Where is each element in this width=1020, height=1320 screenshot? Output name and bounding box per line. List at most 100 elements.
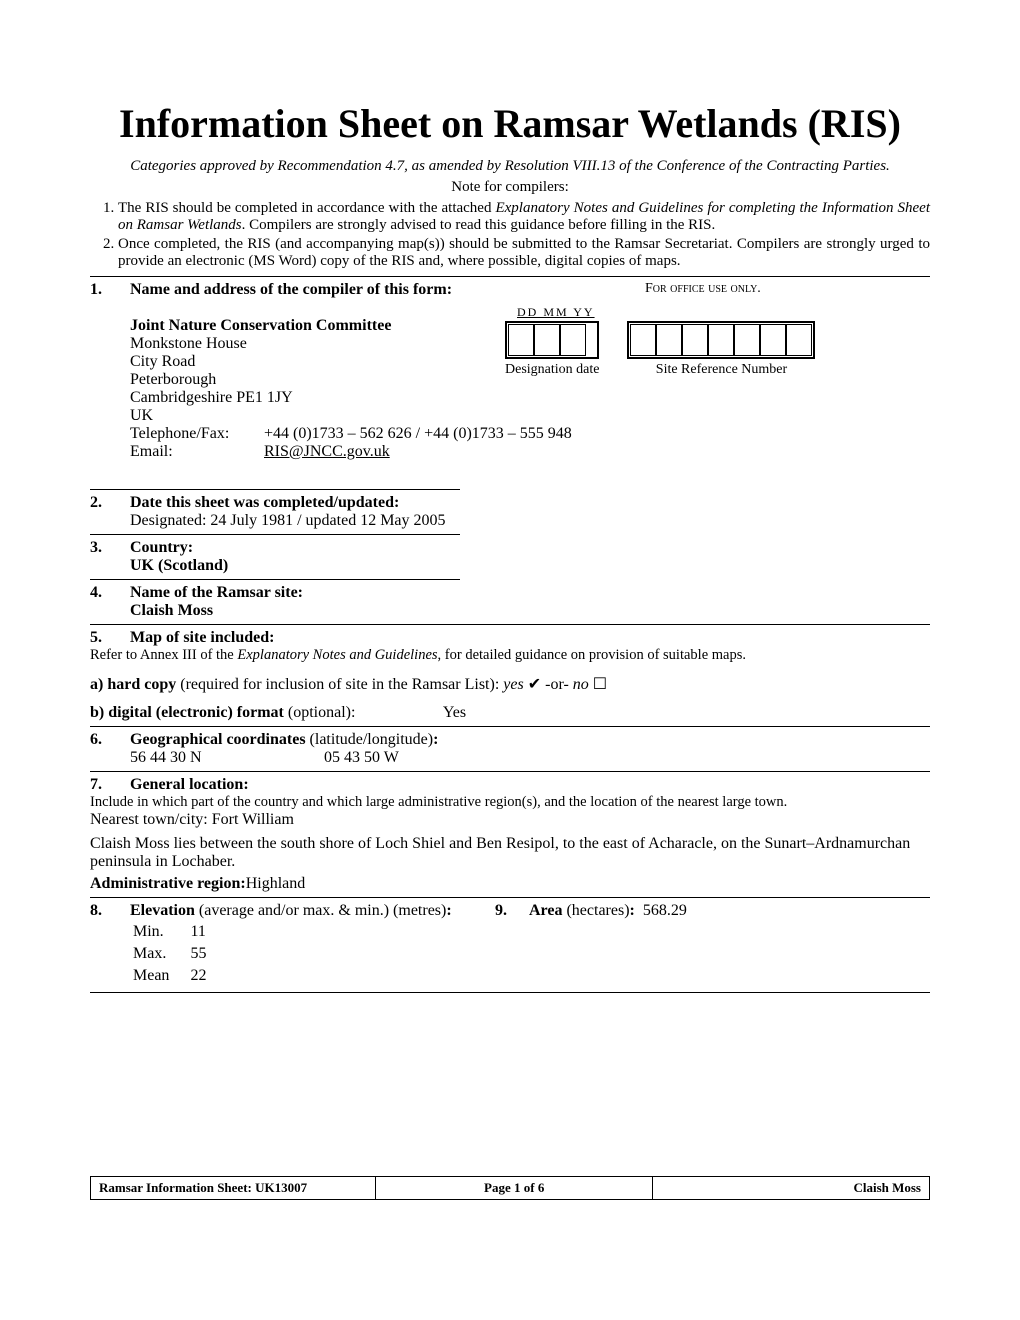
addr-line-4: Cambridgeshire PE1 1JY	[130, 389, 930, 407]
section-1-label: Name and address of the compiler of this…	[130, 281, 452, 299]
s5-note-em: Explanatory Notes and Guidelines	[237, 647, 437, 663]
section-4-value: Claish Moss	[130, 602, 930, 620]
ref-cell	[630, 324, 656, 356]
s7-admin-row: Administrative region:Highland	[90, 875, 930, 893]
ref-cell	[656, 324, 682, 356]
ref-cell	[734, 324, 760, 356]
s5-a-or: -or-	[541, 676, 573, 693]
section-7-num: 7.	[90, 776, 130, 794]
s5-b-row: b) digital (electronic) format (optional…	[90, 704, 930, 722]
section-6-value: 56 44 30 N 05 43 50 W	[130, 749, 930, 767]
s8-label-pre: Elevation	[130, 902, 195, 919]
section-3-value: UK (Scotland)	[130, 557, 930, 575]
divider	[90, 726, 930, 727]
divider	[90, 897, 930, 898]
ref-cell	[682, 324, 708, 356]
section-3-label: Country:	[130, 539, 193, 557]
section-8-label: Elevation (average and/or max. & min.) (…	[130, 902, 495, 920]
note-1: The RIS should be completed in accordanc…	[118, 200, 930, 234]
section-4-num: 4.	[90, 584, 130, 602]
section-2-value: Designated: 24 July 1981 / updated 12 Ma…	[130, 512, 930, 530]
s7-line2: Claish Moss lies between the south shore…	[90, 835, 930, 871]
divider	[90, 276, 930, 277]
section-7-label: General location:	[130, 776, 249, 794]
compiler-notes-list: The RIS should be completed in accordanc…	[90, 200, 930, 270]
site-ref-group: Site Reference Number	[627, 321, 815, 378]
check-icon: ✔	[528, 676, 541, 693]
section-3-num: 3.	[90, 539, 130, 557]
lat-value: 56 44 30 N	[130, 749, 320, 767]
note-2-pre: Once completed, the RIS (and accompanyin…	[118, 236, 930, 269]
email-row: Email: RIS@JNCC.gov.uk	[130, 443, 930, 461]
footer-left: Ramsar Information Sheet: UK13007	[91, 1177, 376, 1200]
divider	[90, 992, 930, 993]
s8-label-post: (average and/or max. & min.) (metres)	[195, 902, 446, 919]
divider	[90, 624, 930, 625]
section-5-num: 5.	[90, 629, 130, 647]
s6-colon: :	[433, 731, 438, 748]
s9-label-pre: Area	[529, 902, 562, 919]
divider-half	[90, 579, 460, 580]
site-ref-caption: Site Reference Number	[627, 362, 815, 378]
office-use-only-text: For office use only.	[645, 281, 761, 296]
lon-value: 05 43 50 W	[324, 749, 399, 766]
checkbox-empty-icon: ☐	[593, 676, 607, 693]
s9-value: 568.29	[643, 902, 687, 919]
date-cell	[534, 324, 560, 356]
section-1-num: 1.	[90, 281, 130, 299]
date-cell	[560, 324, 586, 356]
note-2: Once completed, the RIS (and accompanyin…	[118, 236, 930, 270]
footer-center: Page 1 of 6	[376, 1177, 653, 1200]
elev-min: 11	[189, 922, 224, 942]
dd-mm-yy-label: DD MM YY	[517, 305, 815, 320]
elev-max-label: Max.	[132, 944, 187, 964]
designation-date-group: Designation date	[505, 321, 599, 378]
s7-admin-value: Highland	[246, 875, 306, 892]
s9-colon: :	[630, 902, 635, 919]
ref-cell	[760, 324, 786, 356]
section-2-num: 2.	[90, 494, 130, 512]
email-link[interactable]: RIS@JNCC.gov.uk	[264, 443, 390, 460]
telephone-row: Telephone/Fax: +44 (0)1733 – 562 626 / +…	[130, 425, 930, 443]
section-9-label: Area (hectares): 568.29	[529, 902, 687, 920]
section-7-note: Include in which part of the country and…	[90, 794, 930, 811]
s5-a-text: (required for inclusion of site in the R…	[176, 676, 503, 693]
page-title: Information Sheet on Ramsar Wetlands (RI…	[90, 100, 930, 148]
s5-a-label: a) hard copy	[90, 676, 176, 693]
note-1-pre: The RIS should be completed in accordanc…	[118, 200, 495, 216]
telephone-value: +44 (0)1733 – 562 626 / +44 (0)1733 – 55…	[264, 425, 572, 442]
divider	[90, 771, 930, 772]
elevation-table: Min.11 Max.55 Mean22	[130, 920, 226, 988]
note-for-compilers: Note for compilers:	[90, 179, 930, 196]
footer-right: Claish Moss	[653, 1177, 930, 1200]
divider-half	[90, 489, 460, 490]
section-9-num: 9.	[495, 902, 529, 920]
s6-label-pre: Geographical coordinates	[130, 731, 306, 748]
addr-line-5: UK	[130, 407, 930, 425]
elev-min-label: Min.	[132, 922, 187, 942]
date-cell	[508, 324, 534, 356]
telephone-label: Telephone/Fax:	[130, 425, 260, 443]
ref-cell	[708, 324, 734, 356]
s5-a-yes: yes	[503, 676, 523, 693]
s7-line1: Nearest town/city: Fort William	[90, 811, 930, 829]
section-4-label: Name of the Ramsar site:	[130, 584, 303, 602]
s9-label-post: (hectares)	[562, 902, 629, 919]
subtitle: Categories approved by Recommendation 4.…	[110, 158, 910, 175]
s5-a-no: no	[573, 676, 593, 693]
footer-table: Ramsar Information Sheet: UK13007 Page 1…	[90, 1176, 930, 1200]
site-ref-boxes	[627, 321, 815, 359]
s5-b-text: (optional):	[284, 704, 356, 721]
section-6-label: Geographical coordinates (latitude/longi…	[130, 731, 438, 749]
s5-b-value: Yes	[443, 704, 466, 721]
s5-a-row: a) hard copy (required for inclusion of …	[90, 674, 930, 694]
elev-mean-label: Mean	[132, 966, 187, 986]
ref-cell	[786, 324, 812, 356]
elev-max: 55	[189, 944, 224, 964]
office-use-only: For office use only.	[645, 281, 761, 297]
s6-label-post: (latitude/longitude)	[306, 731, 434, 748]
section-5-label: Map of site included:	[130, 629, 274, 647]
designation-date-caption: Designation date	[505, 362, 599, 378]
s8-colon: :	[446, 902, 451, 919]
s5-note-pre: Refer to Annex III of the	[90, 647, 237, 663]
